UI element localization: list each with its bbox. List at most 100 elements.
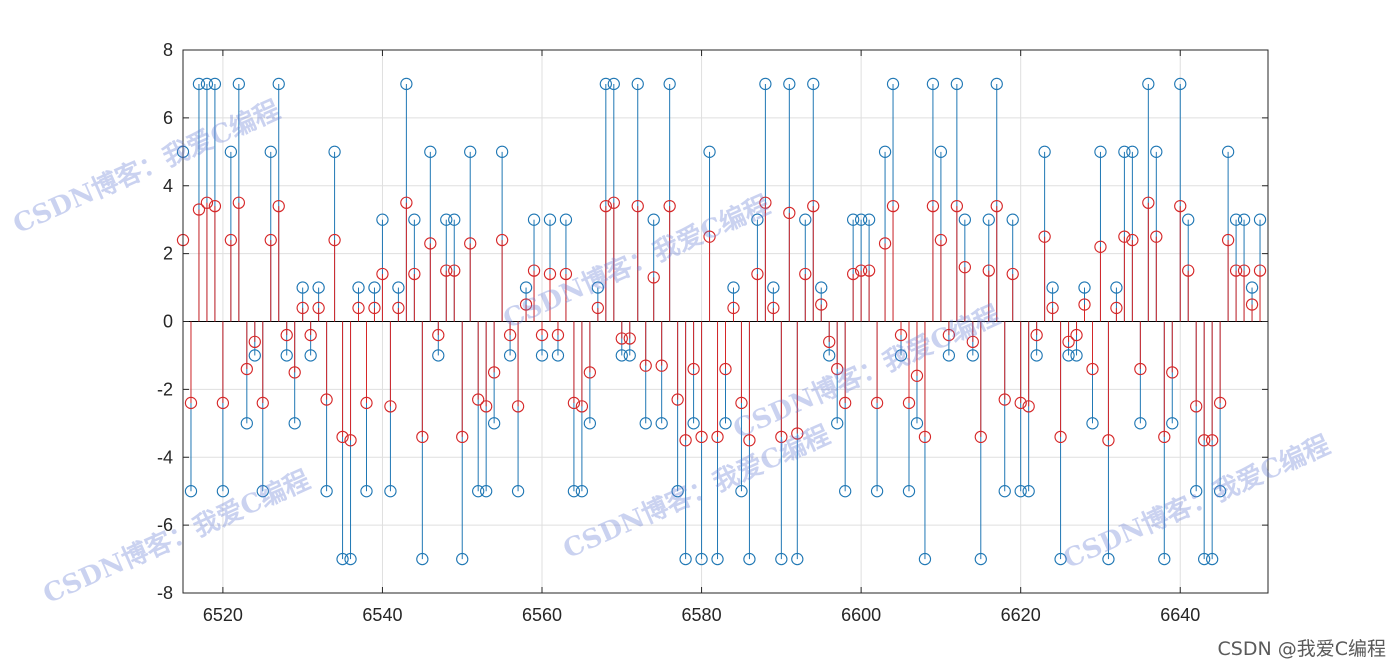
stem-marker [655,417,668,430]
stem-marker [543,267,557,281]
stem-marker [296,281,309,294]
stem-marker [1086,362,1099,376]
stem-marker [384,485,397,498]
stem-marker [1253,264,1267,277]
stem-marker [663,77,676,91]
stem-marker [312,281,325,294]
stem-marker [320,485,333,498]
stem-marker [958,213,971,226]
stem-marker [990,199,1003,213]
stem-marker [575,400,589,413]
stem-marker [1014,485,1027,498]
stem-marker [886,199,900,213]
stem-marker [1150,230,1163,243]
stem-marker [775,430,788,444]
y-tick-label: 8 [163,40,173,60]
stem-marker [408,267,421,281]
stem-marker [559,267,573,281]
stem-marker [791,427,804,440]
stem-marker [511,485,525,498]
stem-marker [1142,77,1155,91]
stem-marker [216,485,230,498]
x-tick-label: 6580 [682,605,722,625]
stem-marker [535,328,549,342]
stem-marker [200,196,214,209]
stem-marker [288,417,301,430]
stem-marker [1102,552,1115,566]
stem-marker [503,328,517,342]
stem-marker [599,77,612,91]
stem-marker [982,213,995,226]
stem-marker [1206,552,1219,566]
stem-marker [846,267,860,281]
stem-marker [352,281,365,294]
stem-marker [703,145,716,158]
stem-marker [248,349,261,362]
stem-marker [1190,485,1203,498]
stem-marker [256,485,269,498]
y-tick-label: 4 [163,176,173,196]
stem-marker [910,369,924,382]
stem-marker [1158,552,1171,566]
stem-marker [918,430,932,444]
y-tick-label: 2 [163,244,173,264]
stem-marker [1014,396,1027,410]
stem-marker [1078,298,1091,311]
stem-marker [1086,417,1099,430]
stem-marker [966,349,979,362]
stem-marker [1126,145,1139,158]
stem-marker [655,359,668,372]
stem-marker [432,328,445,342]
stem-marker [711,552,724,566]
stem-marker [424,237,437,250]
stem-marker [1094,240,1107,253]
stem-marker [487,417,501,430]
stem-marker [200,77,214,91]
stem-marker [990,77,1003,91]
stem-marker [615,349,628,362]
stem-marker [886,77,900,91]
stem-marker [344,434,357,447]
stem-series [176,77,1268,566]
stem-marker [998,393,1011,406]
stem-marker [296,301,309,315]
stem-marker [376,267,389,281]
stem-marker [1245,298,1259,311]
stem-marker [823,335,836,349]
stem-marker [799,213,812,226]
stem-marker [583,417,597,430]
stem-marker [671,485,684,498]
stem-marker [304,328,317,342]
stem-marker [862,213,876,226]
stem-marker [631,77,644,91]
stem-marker [846,213,860,226]
stem-marker [216,396,230,410]
stem-marker [854,264,868,277]
y-tick-label: -8 [157,583,173,603]
stem-marker [815,281,828,294]
stem-marker [695,552,708,566]
stem-marker [1237,213,1251,226]
stem-marker [543,213,557,226]
stem-marker [272,199,285,213]
stem-marker [974,430,987,444]
stem-marker [942,328,956,342]
stem-marker [368,301,381,315]
x-tick-label: 6520 [203,605,243,625]
credit-label: CSDN @我爱C编程 [1217,638,1386,660]
stem-marker [926,77,940,91]
stem-marker [1206,434,1219,447]
stem-marker [567,396,581,410]
stem-marker [1198,552,1211,566]
stem-marker [368,281,381,294]
stem-marker [631,199,644,213]
stem-marker [759,77,772,91]
stem-marker [1078,281,1091,294]
stem-marker [1110,281,1123,294]
stem-marker [591,301,605,315]
stem-marker [432,349,445,362]
stem-marker [304,349,317,362]
stem-marker [735,485,748,498]
stem-marker [336,552,349,566]
